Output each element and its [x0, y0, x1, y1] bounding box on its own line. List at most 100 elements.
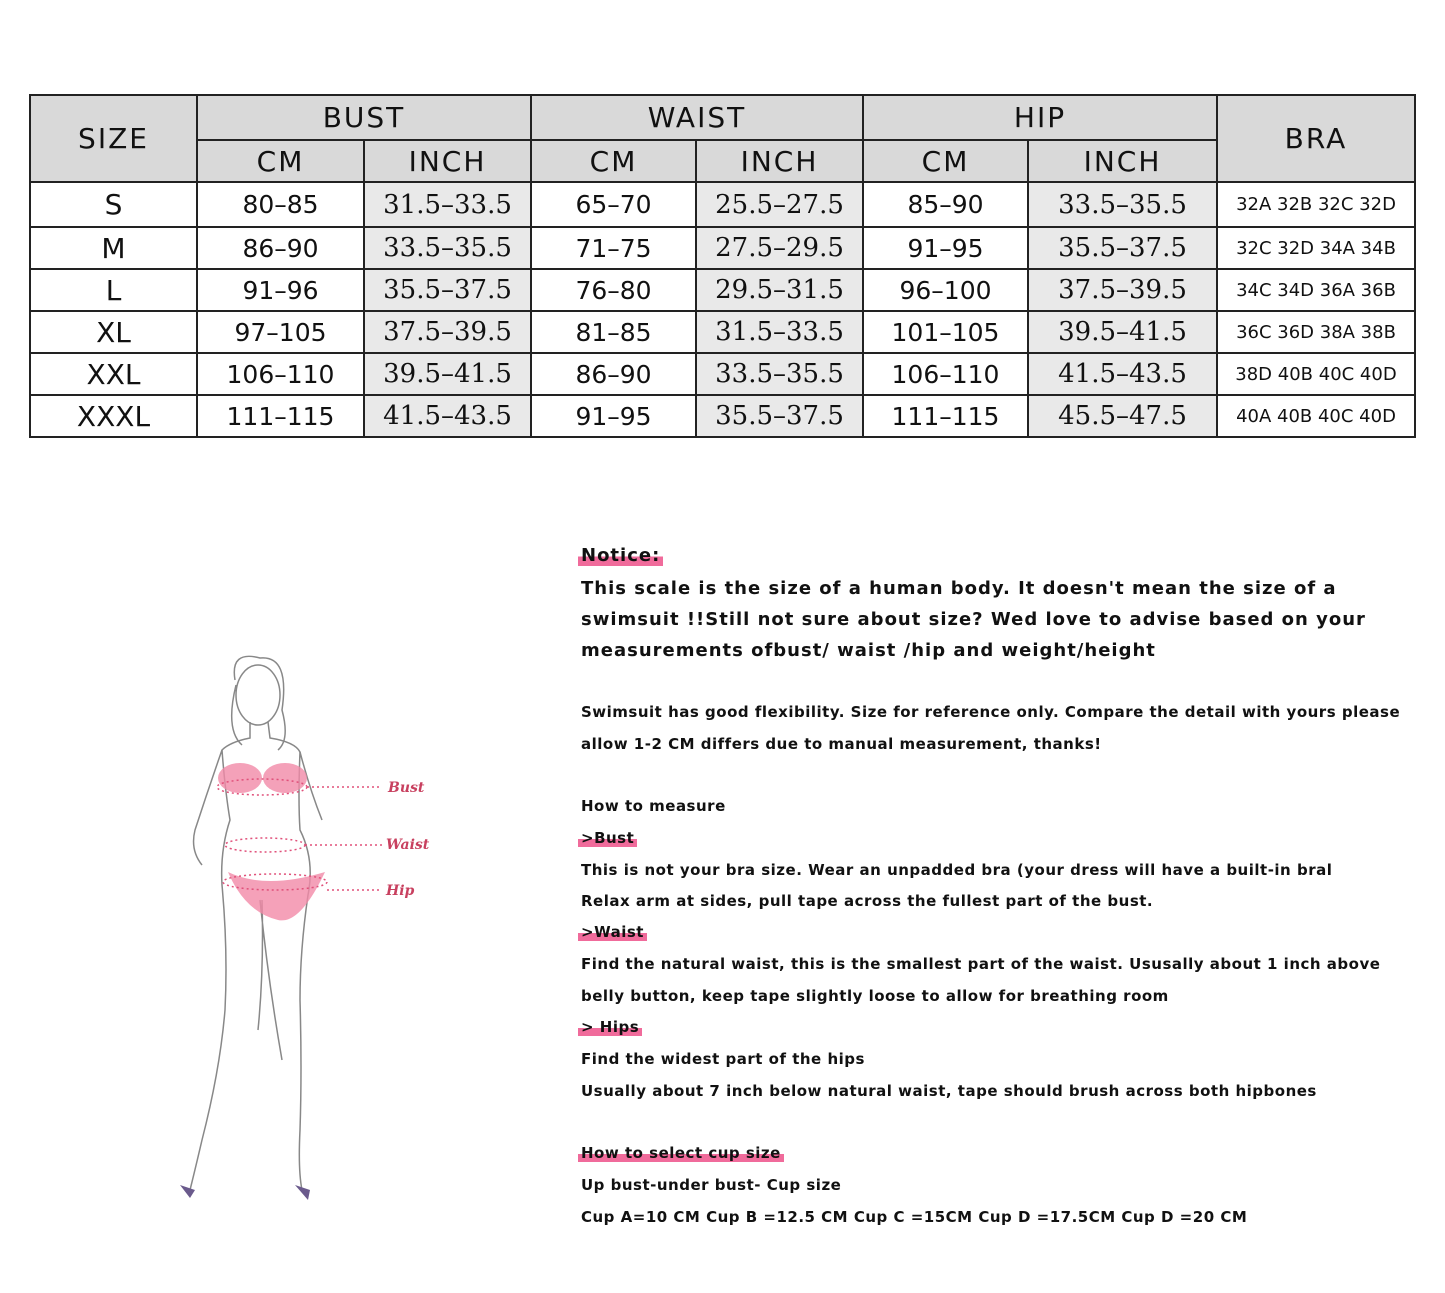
table-cell: 41.5–43.5: [1027, 352, 1218, 396]
text: Usually about 7 inch below natural waist…: [581, 1082, 1317, 1100]
table-cell: 32A 32B 32C 32D: [1216, 181, 1416, 228]
group-header: BUST: [196, 94, 532, 141]
text-line: Up bust-under bust- Cup size: [581, 1176, 841, 1194]
text-line: > Hips: [578, 1018, 643, 1036]
table-cell: 37.5–39.5: [363, 310, 532, 354]
table-cell: 33.5–35.5: [1027, 181, 1218, 228]
text-line: How to measure: [581, 797, 726, 815]
text: This is not your bra size. Wear an unpad…: [581, 861, 1333, 879]
table-cell: 111–115: [862, 394, 1029, 438]
text-line: This scale is the size of a human body. …: [581, 578, 1337, 599]
text: belly button, keep tape slightly loose t…: [581, 987, 1169, 1005]
text: Find the natural waist, this is the smal…: [581, 955, 1381, 973]
text-line: Find the natural waist, this is the smal…: [581, 955, 1380, 973]
table-cell: 85–90: [862, 181, 1029, 228]
table-cell: 39.5–41.5: [363, 352, 532, 396]
table-cell: 76–80: [530, 268, 697, 312]
text: How to measure: [581, 797, 726, 815]
text-line: Cup A=10 CM Cup B =12.5 CM Cup C =15CM C…: [581, 1208, 1247, 1226]
unit-header: INCH: [1027, 139, 1218, 183]
table-cell: 81–85: [530, 310, 697, 354]
unit-header: INCH: [695, 139, 864, 183]
table-cell: 97–105: [196, 310, 365, 354]
section-title: How to select cup size: [578, 1144, 784, 1162]
text: Swimsuit has good flexibility. Size for …: [581, 703, 1401, 721]
table-cell: XL: [29, 310, 198, 354]
figure-label: Bust: [387, 780, 425, 796]
table-cell: 35.5–37.5: [363, 268, 532, 312]
table-cell: 35.5–37.5: [1027, 226, 1218, 270]
table-cell: 41.5–43.5: [363, 394, 532, 438]
text-line: Notice:: [578, 545, 664, 566]
figure-label: Waist: [386, 837, 430, 853]
table-cell: 71–75: [530, 226, 697, 270]
group-header: HIP: [862, 94, 1218, 141]
table-cell: 65–70: [530, 181, 697, 228]
text-line: Swimsuit has good flexibility. Size for …: [581, 703, 1400, 721]
table-cell: 39.5–41.5: [1027, 310, 1218, 354]
text-line: belly button, keep tape slightly loose t…: [581, 987, 1169, 1005]
table-cell: 33.5–35.5: [363, 226, 532, 270]
table-cell: 27.5–29.5: [695, 226, 864, 270]
unit-header: CM: [530, 139, 697, 183]
group-header: WAIST: [530, 94, 864, 141]
body-figure: Bust Waist Hip: [180, 655, 430, 1200]
unit-header: INCH: [363, 139, 532, 183]
table-cell: S: [29, 181, 198, 228]
table-cell: XXL: [29, 352, 198, 396]
text: swimsuit !!Still not sure about size? We…: [581, 609, 1366, 630]
text-line: Find the widest part of the hips: [581, 1050, 865, 1068]
unit-header: CM: [862, 139, 1029, 183]
text-line: This is not your bra size. Wear an unpad…: [581, 861, 1332, 879]
table-cell: 80–85: [196, 181, 365, 228]
text-line: measurements ofbust/ waist /hip and weig…: [581, 640, 1156, 661]
table-cell: 101–105: [862, 310, 1029, 354]
text-line: Usually about 7 inch below natural waist…: [581, 1082, 1317, 1100]
text-line: How to select cup size: [578, 1144, 784, 1162]
text: measurements ofbust/ waist /hip and weig…: [581, 640, 1156, 661]
table-cell: 96–100: [862, 268, 1029, 312]
table-cell: 29.5–31.5: [695, 268, 864, 312]
table-cell: 86–90: [196, 226, 365, 270]
table-cell: 32C 32D 34A 34B: [1216, 226, 1416, 270]
table-cell: 91–95: [862, 226, 1029, 270]
table-cell: 91–95: [530, 394, 697, 438]
table-cell: 111–115: [196, 394, 365, 438]
table-cell: 34C 34D 36A 36B: [1216, 268, 1416, 312]
text-line: >Bust: [578, 829, 638, 847]
header-cell: BRA: [1216, 94, 1416, 183]
section-title: Notice:: [578, 545, 664, 566]
text-line: >Waist: [578, 923, 647, 941]
table-cell: L: [29, 268, 198, 312]
text: This scale is the size of a human body. …: [581, 578, 1337, 599]
table-cell: XXXL: [29, 394, 198, 438]
table-cell: 31.5–33.5: [363, 181, 532, 228]
text: Relax arm at sides, pull tape across the…: [581, 892, 1154, 910]
text-line: Relax arm at sides, pull tape across the…: [581, 892, 1153, 910]
table-cell: 31.5–33.5: [695, 310, 864, 354]
table-cell: 33.5–35.5: [695, 352, 864, 396]
table-cell: 45.5–47.5: [1027, 394, 1218, 438]
header-cell: SIZE: [29, 94, 198, 183]
table-cell: 38D 40B 40C 40D: [1216, 352, 1416, 396]
text-line: swimsuit !!Still not sure about size? We…: [581, 609, 1366, 630]
table-cell: 91–96: [196, 268, 365, 312]
table-cell: M: [29, 226, 198, 270]
section-title: > Hips: [578, 1018, 643, 1036]
table-cell: 86–90: [530, 352, 697, 396]
table-cell: 25.5–27.5: [695, 181, 864, 228]
text: Up bust-under bust- Cup size: [581, 1176, 842, 1194]
table-cell: 106–110: [862, 352, 1029, 396]
figure-label: Hip: [385, 883, 415, 899]
unit-header: CM: [196, 139, 365, 183]
section-title: >Bust: [578, 829, 638, 847]
table-cell: 35.5–37.5: [695, 394, 864, 438]
section-title: >Waist: [578, 923, 647, 941]
text-line: allow 1-2 CM differs due to manual measu…: [581, 735, 1102, 753]
table-cell: 36C 36D 38A 38B: [1216, 310, 1416, 354]
text: allow 1-2 CM differs due to manual measu…: [581, 735, 1102, 753]
text: Find the widest part of the hips: [581, 1050, 865, 1068]
table-cell: 40A 40B 40C 40D: [1216, 394, 1416, 438]
table-cell: 37.5–39.5: [1027, 268, 1218, 312]
